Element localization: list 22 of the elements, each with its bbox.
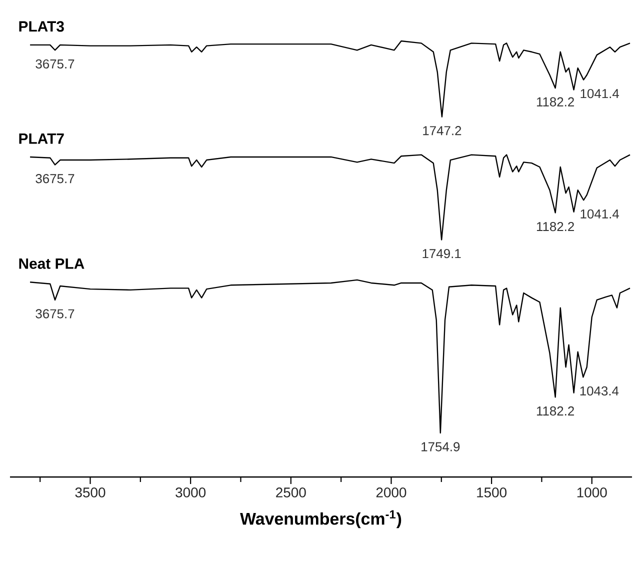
x-tick-label: 3500 <box>75 488 106 498</box>
series-label: PLAT7 <box>19 133 64 144</box>
x-tick-label: 2500 <box>276 488 306 498</box>
x-tick-label: 2000 <box>376 488 406 498</box>
x-tick-label: 1000 <box>577 488 607 498</box>
annotation: 1041.4 <box>580 209 619 219</box>
annotation: 1041.4 <box>580 88 619 98</box>
annotation: 3675.7 <box>36 309 74 318</box>
annotation: 1043.4 <box>580 386 619 396</box>
annotation: 1754.9 <box>422 442 460 452</box>
annotation: 1182.2 <box>536 97 574 106</box>
series-label: Neat PLA <box>19 258 84 269</box>
annotation: 1182.2 <box>536 222 574 232</box>
annotation: 1749.1 <box>422 249 461 258</box>
x-tick-label: 3000 <box>176 488 206 498</box>
x-axis-title: Wavenumbers(cm$^{-1}$) <box>240 510 402 528</box>
x-tick-label: 1500 <box>477 488 507 498</box>
series-label: PLAT3 <box>19 21 64 32</box>
annotation: 3675.7 <box>36 174 74 184</box>
annotation: 3675.7 <box>36 59 74 69</box>
annotation: 1182.2 <box>536 406 574 416</box>
annotation: 1747.2 <box>423 126 462 136</box>
